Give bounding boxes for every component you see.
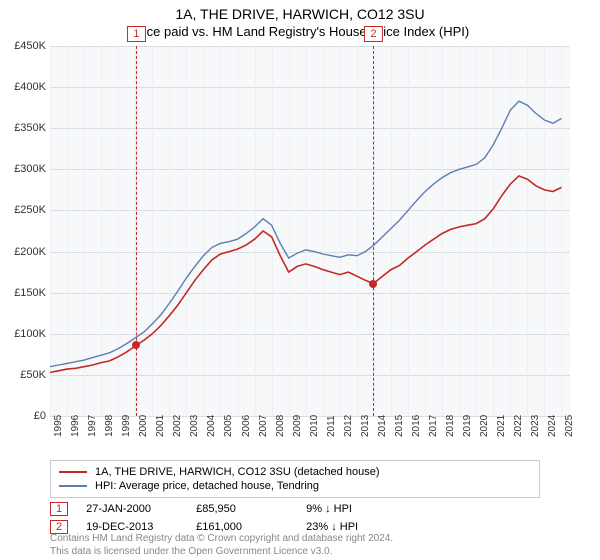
x-axis-label: 1995 (53, 415, 64, 437)
transaction-badge: 2 (50, 520, 68, 534)
y-axis-label: £0 (2, 410, 46, 422)
transaction-marker-badge: 2 (364, 26, 382, 42)
x-axis-label: 2016 (411, 415, 422, 437)
plot-area: 12 £0£50K£100K£150K£200K£250K£300K£350K£… (50, 46, 570, 416)
x-axis-label: 2020 (479, 415, 490, 437)
x-axis-label: 2022 (513, 415, 524, 437)
x-axis-label: 1996 (70, 415, 81, 437)
y-axis-label: £50K (2, 369, 46, 381)
transactions-table: 1 27-JAN-2000 £85,950 9% ↓ HPI 2 19-DEC-2013 £… (50, 500, 540, 536)
x-axis-label: 2025 (564, 415, 575, 437)
x-axis-label: 2011 (326, 415, 337, 437)
transaction-row: 1 27-JAN-2000 £85,950 9% ↓ HPI (50, 500, 540, 518)
x-axis-label: 1997 (87, 415, 98, 437)
y-axis-label: £150K (2, 287, 46, 299)
chart-container: { "title": "1A, THE DRIVE, HARWICH, CO12… (0, 0, 600, 560)
x-axis-label: 2024 (547, 415, 558, 437)
legend-row: 1A, THE DRIVE, HARWICH, CO12 3SU (detach… (59, 465, 531, 479)
x-axis-label: 2008 (275, 415, 286, 437)
footer-attribution: Contains HM Land Registry data © Crown c… (50, 533, 393, 558)
y-axis-label: £300K (2, 163, 46, 175)
legend-swatch (59, 471, 87, 473)
x-axis-label: 2005 (223, 415, 234, 437)
x-axis-label: 2012 (343, 415, 354, 437)
series-line (50, 101, 562, 367)
transaction-marker-dot (132, 341, 140, 349)
y-axis-label: £400K (2, 81, 46, 93)
legend-box: 1A, THE DRIVE, HARWICH, CO12 3SU (detach… (50, 460, 540, 498)
y-axis-label: £350K (2, 122, 46, 134)
series-svg (50, 46, 570, 416)
x-axis-label: 2007 (258, 415, 269, 437)
y-axis-label: £100K (2, 328, 46, 340)
transaction-marker-line (136, 46, 137, 416)
footer-line-1: Contains HM Land Registry data © Crown c… (50, 533, 393, 546)
transaction-price: £161,000 (196, 521, 288, 533)
chart-subtitle: Price paid vs. HM Land Registry's House … (0, 22, 600, 43)
x-axis-label: 1998 (104, 415, 115, 437)
x-axis-label: 2001 (155, 415, 166, 437)
x-axis-label: 1999 (121, 415, 132, 437)
transaction-delta: 23% ↓ HPI (306, 521, 398, 533)
legend-row: HPI: Average price, detached house, Tend… (59, 479, 531, 493)
x-axis-label: 2019 (462, 415, 473, 437)
transaction-price: £85,950 (196, 503, 288, 515)
transaction-delta: 9% ↓ HPI (306, 503, 398, 515)
x-axis-label: 2021 (496, 415, 507, 437)
y-axis-label: £450K (2, 40, 46, 52)
x-axis-label: 2023 (530, 415, 541, 437)
x-axis-label: 2009 (292, 415, 303, 437)
y-axis-label: £250K (2, 204, 46, 216)
x-axis-label: 2014 (377, 415, 388, 437)
x-axis-label: 2002 (172, 415, 183, 437)
x-axis-label: 2018 (445, 415, 456, 437)
x-axis-label: 2013 (360, 415, 371, 437)
x-axis-label: 2015 (394, 415, 405, 437)
transaction-date: 27-JAN-2000 (86, 503, 178, 515)
footer-line-2: This data is licensed under the Open Gov… (50, 546, 393, 559)
x-axis-label: 2017 (428, 415, 439, 437)
legend-swatch (59, 485, 87, 487)
transaction-marker-badge: 1 (127, 26, 145, 42)
transaction-badge: 1 (50, 502, 68, 516)
legend-label: HPI: Average price, detached house, Tend… (95, 480, 319, 492)
transaction-marker-line (373, 46, 374, 416)
transaction-marker-dot (369, 280, 377, 288)
x-axis-label: 2004 (206, 415, 217, 437)
chart-title: 1A, THE DRIVE, HARWICH, CO12 3SU (0, 0, 600, 22)
legend-label: 1A, THE DRIVE, HARWICH, CO12 3SU (detach… (95, 466, 379, 478)
y-axis-label: £200K (2, 246, 46, 258)
x-axis-label: 2000 (138, 415, 149, 437)
transaction-date: 19-DEC-2013 (86, 521, 178, 533)
x-axis-label: 2006 (241, 415, 252, 437)
x-axis-label: 2010 (309, 415, 320, 437)
x-axis-label: 2003 (189, 415, 200, 437)
